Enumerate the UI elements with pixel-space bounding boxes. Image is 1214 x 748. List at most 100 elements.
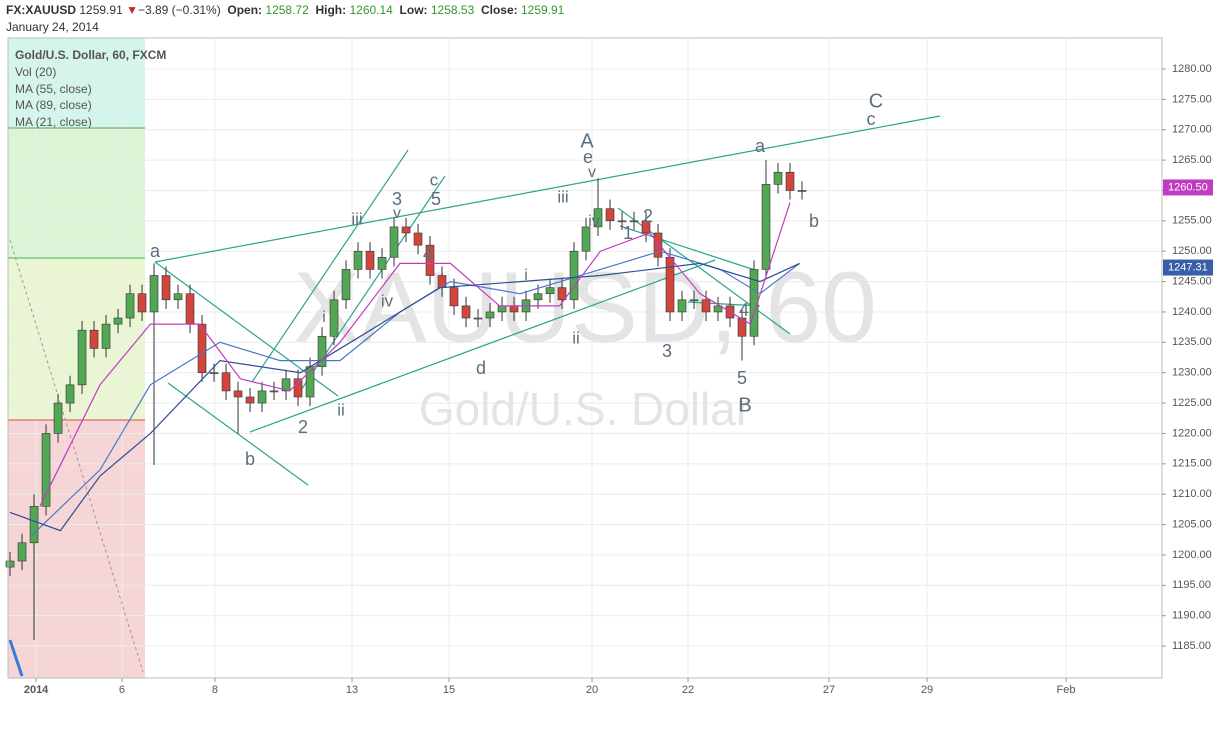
last-price: 1259.91 — [79, 3, 123, 17]
candle-body — [365, 250, 375, 270]
wave-label: iv — [588, 213, 600, 230]
candle-body — [425, 244, 435, 276]
y-tick-label: 1205.00 — [1172, 518, 1212, 530]
x-tick-label: 27 — [823, 684, 835, 696]
y-tick-label: 1240.00 — [1172, 306, 1212, 318]
y-tick-label: 1250.00 — [1172, 245, 1212, 257]
candle-body — [245, 396, 255, 404]
wave-label: 3 — [392, 189, 402, 209]
candle-body — [65, 384, 75, 404]
candle-body — [605, 208, 615, 222]
candle-body — [533, 293, 543, 301]
high-value: 1260.14 — [349, 3, 393, 17]
wave-label: v — [393, 205, 401, 222]
price-tag-label: 1247.31 — [1168, 261, 1208, 273]
candle-body — [173, 293, 183, 301]
trendline — [154, 115, 941, 263]
x-tick-label: 8 — [212, 684, 218, 696]
x-tick-label: 6 — [119, 684, 125, 696]
x-tick-label: Feb — [1057, 684, 1076, 696]
wave-label: d — [476, 358, 486, 378]
wave-label: a — [150, 241, 161, 261]
y-tick-label: 1230.00 — [1172, 367, 1212, 379]
y-tick-label: 1280.00 — [1172, 63, 1212, 75]
candle-body — [497, 305, 507, 313]
wave-label: b — [809, 211, 819, 231]
candle-body — [653, 232, 663, 258]
study-label: Vol (20) — [15, 65, 56, 79]
trendline — [687, 301, 761, 307]
wave-label: a — [755, 136, 766, 156]
trendline — [167, 382, 309, 486]
candle-body — [233, 390, 243, 398]
candle-body — [185, 293, 195, 325]
candle-body — [281, 378, 291, 392]
y-tick-label: 1195.00 — [1172, 579, 1211, 591]
high-label: High: — [315, 3, 347, 17]
close-value: 1259.91 — [520, 3, 565, 17]
wave-label: 1 — [623, 223, 633, 243]
candle-body — [509, 305, 519, 313]
candle-body — [485, 311, 495, 319]
change-arrow: ▼ — [126, 3, 138, 17]
axes: 1185.00 1190.00 1195.00 1200.00 1205.00 1210.… — [24, 63, 1213, 696]
candle-body — [353, 250, 363, 270]
zone — [8, 420, 145, 678]
candle-body — [377, 256, 387, 270]
candles — [5, 160, 807, 640]
candle-body — [569, 250, 579, 301]
candle-body — [713, 305, 723, 313]
x-tick-label: 13 — [346, 684, 358, 696]
wave-label: ii — [337, 400, 345, 419]
symbol: FX:XAUUSD — [6, 3, 77, 17]
wave-label: iv — [381, 291, 394, 310]
candle-body — [29, 506, 39, 544]
wave-label: v — [588, 164, 596, 181]
price-tag — [1163, 179, 1213, 196]
candle-body — [545, 287, 555, 295]
y-tick-label: 1235.00 — [1172, 336, 1212, 348]
wave-label: iii — [557, 187, 568, 206]
legend-entry: MA (55, close) — [15, 82, 92, 96]
wave-label: ii — [572, 328, 580, 347]
candle-body — [797, 190, 807, 192]
candle-body — [101, 323, 111, 349]
y-tick-label: 1210.00 — [1172, 488, 1212, 500]
change: −3.89 (−0.31%) — [137, 3, 221, 17]
wave-label: A — [580, 130, 594, 152]
candle-body — [389, 226, 399, 258]
trendline — [249, 259, 716, 433]
candle-body — [449, 287, 459, 307]
candle-body — [209, 372, 219, 375]
wave-label: 5 — [737, 368, 747, 388]
candle-body — [149, 275, 159, 313]
wave-label: 3 — [662, 341, 672, 361]
plot-border — [7, 37, 1163, 679]
candle-body — [761, 184, 771, 270]
quote-line: FX:XAUUSD 1259.91 ▼−3.89 (−0.31%) Open: … — [6, 2, 564, 19]
wave-label: e — [583, 147, 593, 167]
y-tick-label: 1255.00 — [1172, 215, 1212, 227]
candle-body — [581, 226, 591, 252]
low-label: Low: — [399, 3, 428, 17]
wave-label: i — [322, 309, 326, 326]
zone — [8, 128, 145, 258]
candle-body — [329, 299, 339, 337]
wave-label: c — [867, 109, 876, 129]
date: January 24, 2014 — [6, 20, 99, 34]
candle-body — [749, 269, 759, 337]
y-tick-label: 1190.00 — [1172, 610, 1211, 622]
watermark-subtitle: Gold/U.S. Dollar — [419, 383, 751, 435]
candle-body — [473, 317, 483, 320]
chart-title: Gold/U.S. Dollar, 60, FXCM — [15, 48, 166, 62]
ma-line — [39, 202, 791, 507]
candle-body — [137, 293, 147, 313]
candle-body — [557, 287, 567, 301]
candle-body — [401, 226, 411, 234]
wave-label: 4 — [739, 300, 749, 320]
watermark: XAUUSD, 60 — [293, 251, 877, 363]
candle-body — [629, 220, 639, 223]
candle-body — [197, 323, 207, 374]
